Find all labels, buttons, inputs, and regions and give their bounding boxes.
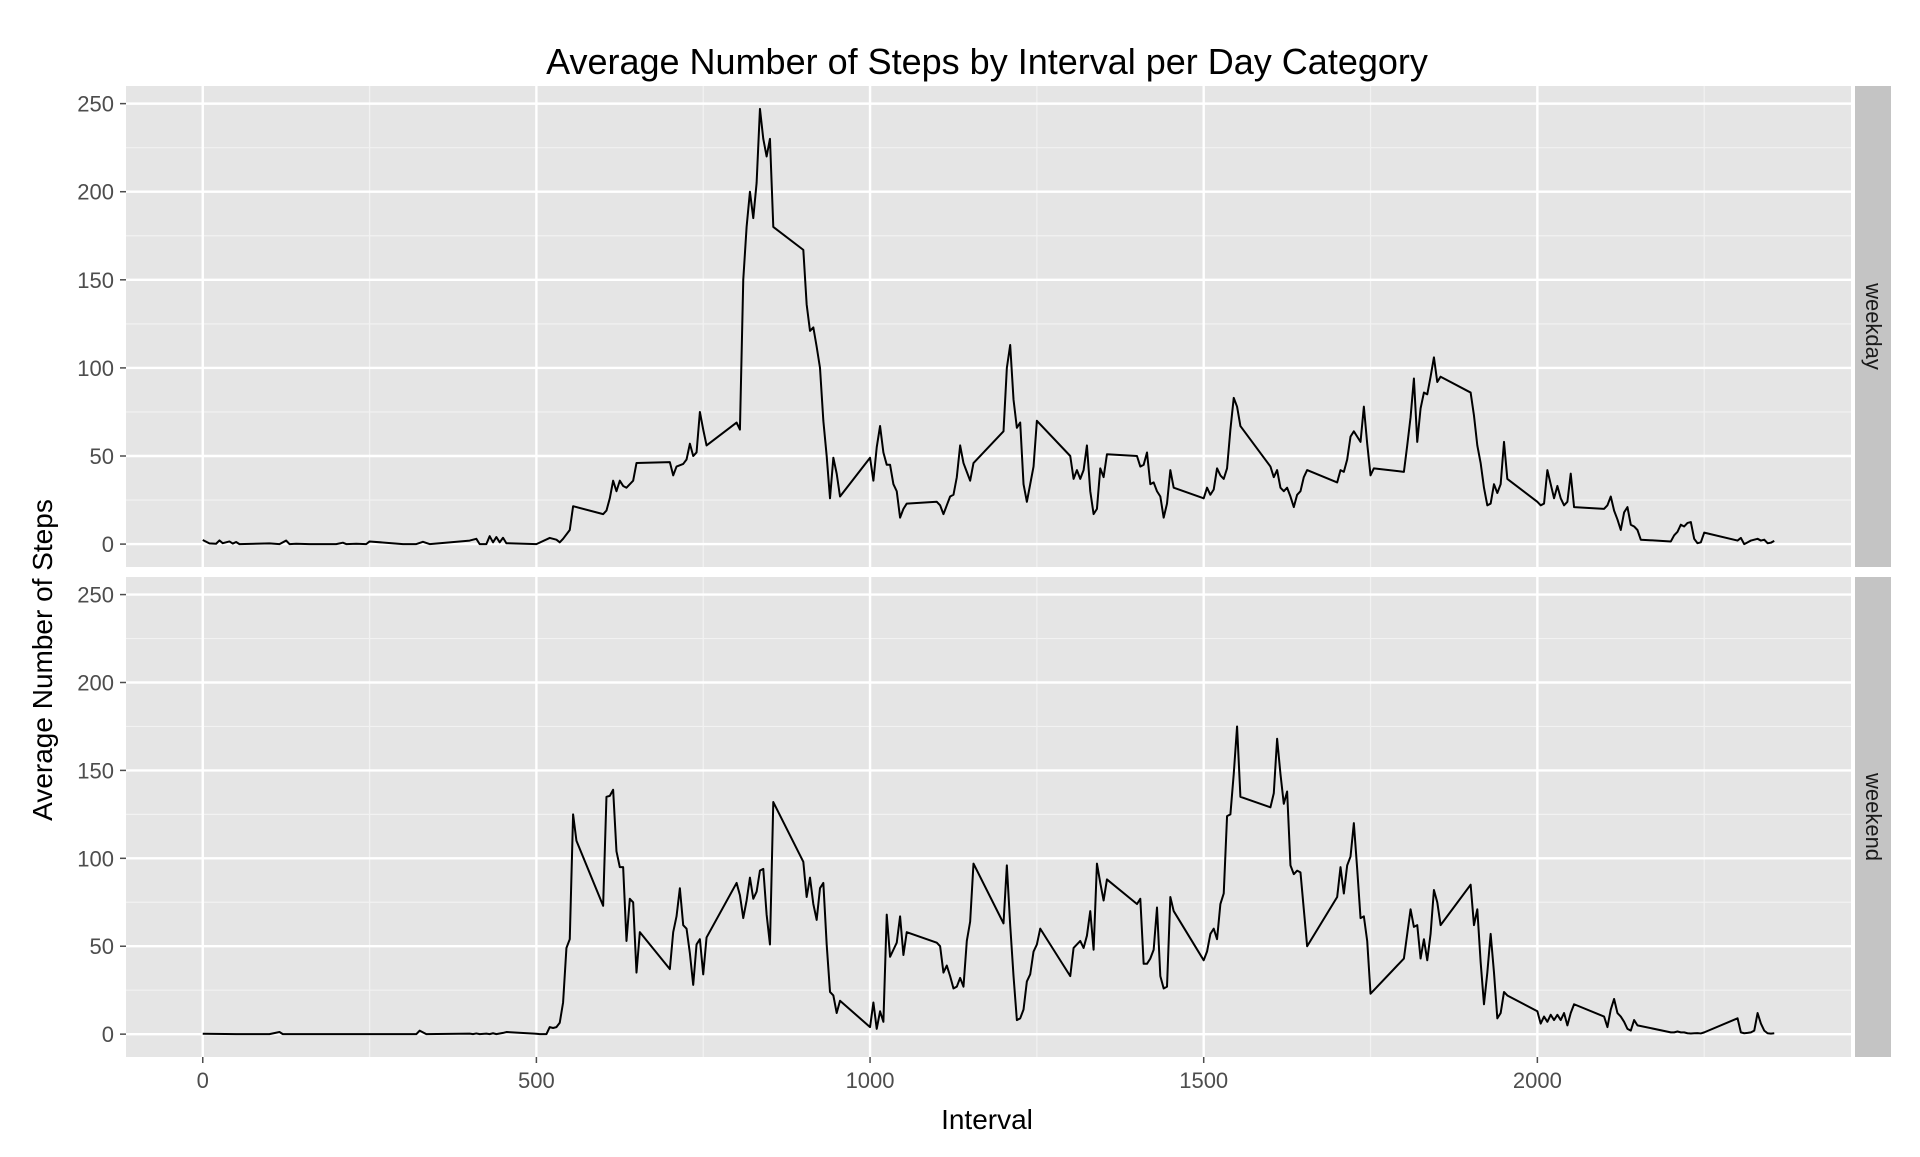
y-tick-label: 50 <box>90 444 114 469</box>
y-tick-label: 0 <box>102 532 114 557</box>
series-line-weekday <box>202 107 1775 546</box>
y-tick-label: 150 <box>77 268 114 293</box>
facet-strip-weekday <box>1855 86 1891 567</box>
y-tick-label: 100 <box>77 356 114 381</box>
x-axis-title: Interval <box>941 1104 1033 1135</box>
panels-layer: 0 50 100 150 200 250 weekday 0 50 100 150 200 250 wee… <box>77 86 1891 1057</box>
x-tick-label: 0 <box>197 1068 209 1093</box>
series-line-weekend <box>202 725 1775 1036</box>
panel-background <box>126 86 1851 567</box>
y-tick-label: 50 <box>90 934 114 959</box>
facet-strip-label: weekday <box>1861 282 1886 370</box>
y-tick-label: 100 <box>77 846 114 871</box>
panel-weekday: 0 50 100 150 200 250 weekday <box>77 86 1891 567</box>
x-tick-label: 1500 <box>1179 1068 1228 1093</box>
facet-strip-label: weekend <box>1861 772 1886 861</box>
facet-strip-weekend <box>1855 577 1891 1057</box>
panel-background <box>126 577 1851 1057</box>
y-tick-label: 200 <box>77 670 114 695</box>
y-tick-label: 200 <box>77 180 114 205</box>
y-tick-label: 250 <box>77 583 114 608</box>
y-tick-label: 250 <box>77 92 114 117</box>
y-axis-title: Average Number of Steps <box>27 499 58 821</box>
chart-title: Average Number of Steps by Interval per … <box>546 41 1428 82</box>
y-tick-label: 0 <box>102 1022 114 1047</box>
panel-weekend: 0 50 100 150 200 250 weekend <box>77 577 1891 1057</box>
x-axis-ticks: 0 500 1000 1500 2000 <box>197 1057 1562 1093</box>
y-tick-label: 150 <box>77 758 114 783</box>
x-tick-label: 500 <box>518 1068 555 1093</box>
x-tick-label: 1000 <box>846 1068 895 1093</box>
x-tick-label: 2000 <box>1513 1068 1562 1093</box>
